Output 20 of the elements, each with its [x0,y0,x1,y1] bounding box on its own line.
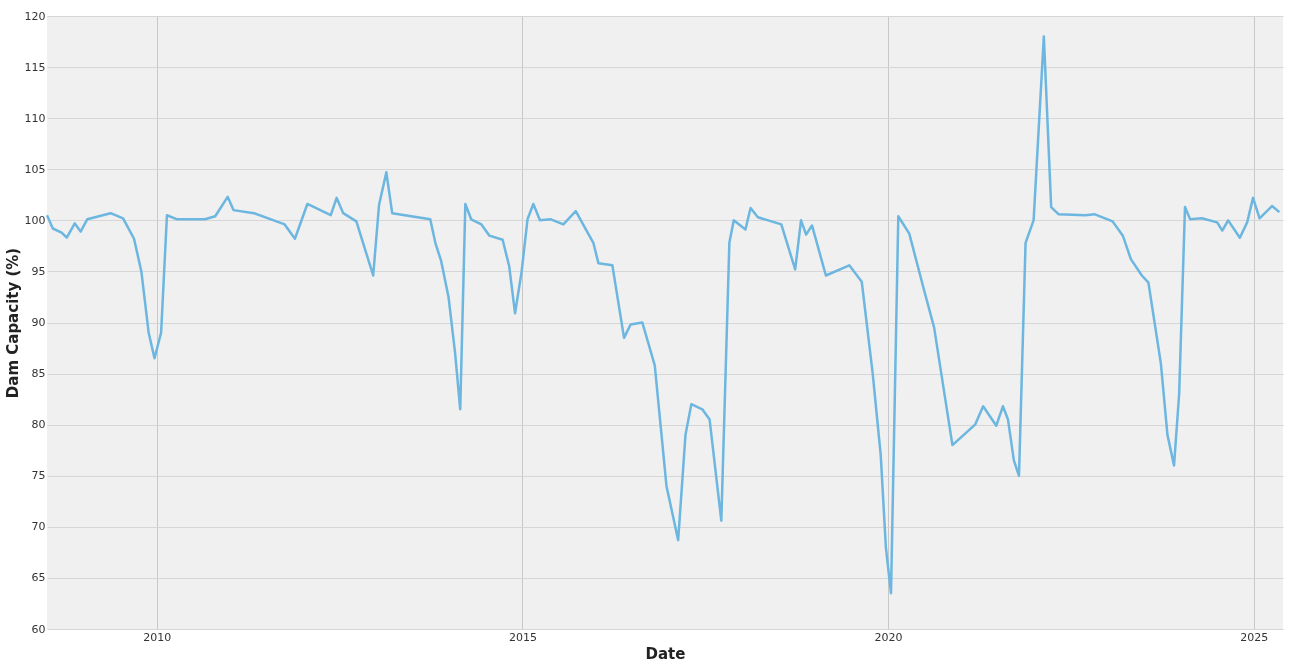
x-tick-label: 2020 [874,630,903,644]
y-tick-label: 105 [24,162,46,176]
y-tick-label: 95 [31,264,46,278]
y-tick-label: 110 [24,111,46,125]
y-tick-label: 120 [24,9,46,23]
x-tick-label: 2010 [143,630,172,644]
y-tick-label: 85 [31,367,46,381]
y-tick-label: 70 [31,520,46,534]
y-tick-label: 80 [31,418,46,432]
y-tick-label: 60 [31,622,46,636]
x-tick-label: 2015 [508,630,537,644]
y-tick-label: 115 [24,60,46,74]
y-tick-label: 75 [31,469,46,483]
x-axis-title: Date [645,644,686,663]
y-tick-label: 100 [24,213,46,227]
y-axis-title: Dam Capacity (%) [3,247,22,399]
line-series [45,35,1281,595]
y-tick-label: 90 [31,316,46,329]
x-tick-label: 2025 [1240,630,1269,644]
y-tick-label: 65 [31,571,46,585]
